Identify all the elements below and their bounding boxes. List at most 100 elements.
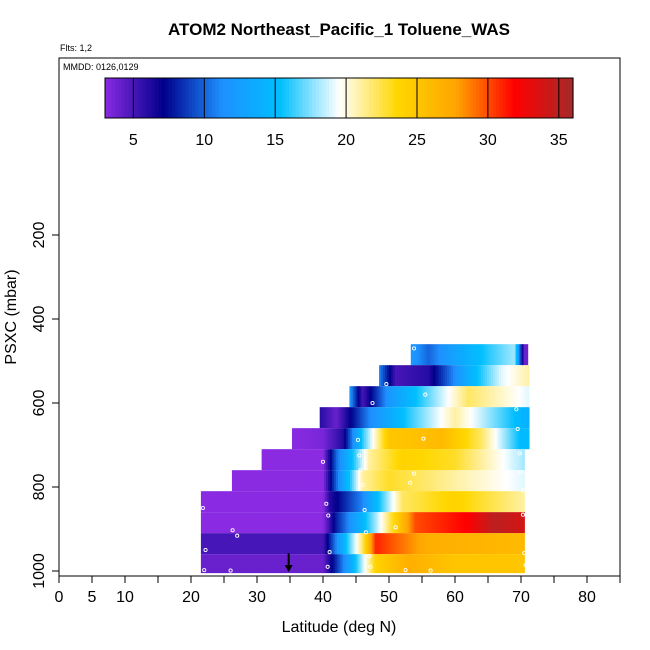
- heatmap-cell: [402, 554, 406, 574]
- heatmap-cell: [405, 407, 408, 429]
- heatmap-cell: [456, 491, 460, 513]
- heatmap-cell: [371, 407, 375, 429]
- heatmap-cell: [254, 554, 258, 574]
- heatmap-cell: [395, 449, 399, 471]
- heatmap-cell: [491, 386, 494, 408]
- heatmap-cell: [360, 533, 364, 555]
- heatmap-cell: [428, 470, 431, 492]
- heatmap-cell: [326, 512, 330, 534]
- heatmap-cell: [316, 554, 320, 574]
- heatmap-cell: [400, 491, 404, 513]
- heatmap-cell: [471, 386, 474, 408]
- heatmap-cell: [374, 428, 377, 450]
- plot-frame: [58, 57, 621, 577]
- heatmap-cell: [503, 407, 506, 429]
- heatmap-cell: [518, 449, 521, 471]
- heatmap-cell: [500, 512, 503, 534]
- colorbar-segment: [449, 78, 454, 118]
- heatmap-cell: [367, 449, 371, 471]
- heatmap-cell: [497, 386, 500, 408]
- heatmap-cell: [214, 491, 218, 513]
- colorbar-segment: [242, 78, 246, 118]
- heatmap-cell: [418, 554, 422, 574]
- heatmap-cell: [280, 512, 284, 534]
- heatmap-cell: [458, 554, 462, 574]
- heatmap-cell: [270, 533, 274, 555]
- heatmap-cell: [286, 512, 290, 534]
- heatmap-cell: [490, 365, 494, 387]
- heatmap-cell: [260, 533, 264, 555]
- heatmap-cell: [373, 449, 377, 471]
- heatmap-cell: [516, 533, 519, 555]
- heatmap-cell: [499, 344, 503, 366]
- y-tick-label: 800: [31, 474, 48, 501]
- heatmap-cell: [503, 344, 507, 366]
- heatmap-cell: [488, 554, 491, 574]
- heatmap-cell: [502, 554, 505, 574]
- heatmap-cell: [524, 428, 528, 450]
- heatmap-cell: [480, 512, 483, 534]
- heatmap-cell: [268, 554, 272, 574]
- heatmap-cell: [262, 491, 266, 513]
- heatmap-cell: [388, 491, 392, 513]
- heatmap-cell: [398, 428, 402, 450]
- heatmap-cell: [500, 491, 503, 513]
- colorbar-segment: [252, 78, 257, 118]
- heatmap-cell: [414, 428, 418, 450]
- sample-point: [230, 528, 235, 533]
- heatmap-cell: [499, 407, 502, 429]
- heatmap-cell: [339, 449, 343, 471]
- colorbar-segment: [155, 78, 160, 118]
- heatmap-cell: [403, 449, 407, 471]
- heatmap-cell: [252, 554, 256, 574]
- heatmap-cell: [496, 449, 499, 471]
- heatmap-cell: [370, 470, 373, 492]
- heatmap-cell: [395, 407, 399, 429]
- heatmap-cell: [410, 470, 413, 492]
- colorbar-segment: [308, 78, 313, 118]
- heatmap-cell: [416, 554, 420, 574]
- heatmap-cell: [512, 491, 515, 513]
- heatmap-cell: [292, 533, 296, 555]
- heatmap-cell: [290, 554, 294, 574]
- heatmap-cell: [512, 386, 516, 408]
- heatmap-cell: [398, 470, 401, 492]
- heatmap-cell: [270, 491, 274, 513]
- heatmap-cell: [441, 365, 444, 387]
- heatmap-cell: [381, 449, 385, 471]
- heatmap-cell: [422, 533, 426, 555]
- colorbar: 5 10 15 20 25 30 35: [104, 77, 574, 149]
- colorbar-segment: [506, 78, 511, 118]
- heatmap-cell: [391, 386, 394, 408]
- heatmap-cell: [380, 512, 384, 534]
- heatmap-cell: [474, 491, 477, 513]
- heatmap-cell: [253, 470, 257, 492]
- heatmap-cell: [435, 407, 438, 429]
- heatmap-cell: [331, 407, 335, 429]
- heatmap-cell: [254, 491, 258, 513]
- heatmap-cell: [296, 491, 300, 513]
- heatmap-cell: [396, 512, 400, 534]
- colorbar-segment: [476, 78, 480, 118]
- colorbar-segment: [165, 78, 170, 118]
- colorbar-segment: [168, 78, 173, 118]
- heatmap-cell: [508, 365, 512, 387]
- heatmap-cell: [510, 449, 513, 471]
- heatmap-cell: [293, 428, 297, 450]
- heatmap-cell: [441, 386, 444, 408]
- heatmap-cell: [473, 386, 476, 408]
- heatmap-cell: [222, 533, 226, 555]
- colorbar-segment: [265, 78, 270, 118]
- heatmap-cell: [502, 533, 505, 555]
- heatmap-cell: [512, 470, 515, 492]
- heatmap-cell: [460, 470, 463, 492]
- heatmap-cell: [271, 449, 275, 471]
- heatmap-cell: [478, 449, 481, 471]
- heatmap-cell: [330, 512, 334, 534]
- heatmap-cell: [316, 491, 320, 513]
- heatmap-cell: [405, 386, 408, 408]
- heatmap-cell: [244, 512, 248, 534]
- heatmap-cell: [318, 512, 322, 534]
- heatmap-cell: [294, 554, 298, 574]
- heatmap-cell: [295, 449, 299, 471]
